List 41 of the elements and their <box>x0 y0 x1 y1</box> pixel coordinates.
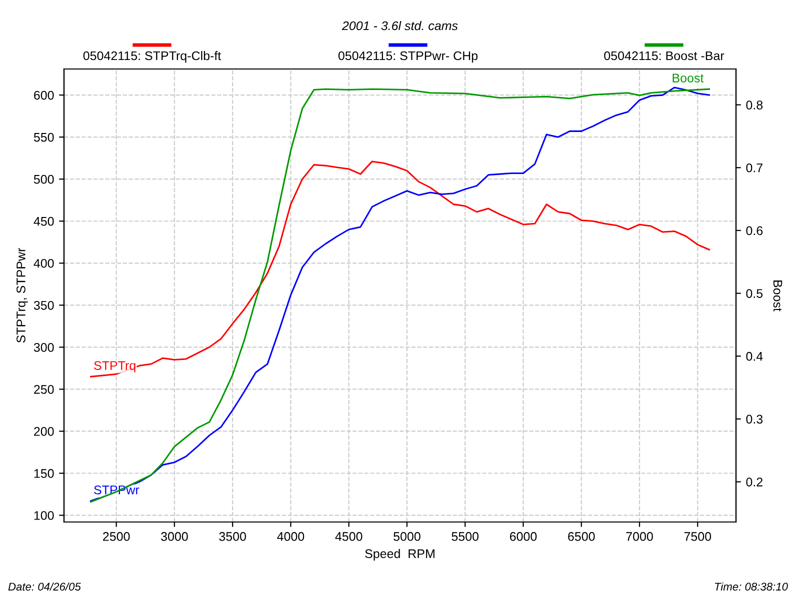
y-tick-label: 250 <box>34 385 54 394</box>
x-tick-label: 5000 <box>394 532 420 541</box>
y-tick-label: 350 <box>34 300 54 310</box>
text: Time: 08:38:10 <box>714 582 788 591</box>
y-tick-label: 200 <box>34 427 54 436</box>
y2-tick-label: 0.3 <box>746 414 763 424</box>
y-tick-label: 400 <box>34 258 54 268</box>
x-tick-label: 2500 <box>103 532 130 541</box>
line-series <box>90 160 710 378</box>
y-tick-label: 300 <box>34 342 54 352</box>
y2-tick-label: 0.2 <box>746 478 762 486</box>
x-tick-label: 6500 <box>568 532 595 541</box>
legend-label: 05042115: STPPwr- CHp <box>338 51 478 63</box>
y-tick-label: 550 <box>34 132 54 142</box>
x-tick-label: 6000 <box>510 532 537 541</box>
y-tick-label: 150 <box>34 469 54 478</box>
x-tick-label: 7000 <box>626 532 653 541</box>
x-axis-title: Speed RPM <box>365 548 434 561</box>
x-tick-label: 3500 <box>219 532 246 541</box>
x-tick-label: 5500 <box>452 532 479 541</box>
x-tick-label: 4000 <box>277 532 304 541</box>
y-tick-label: 450 <box>34 216 54 226</box>
x-tick-label: 4500 <box>335 532 362 541</box>
annotation: Boost <box>672 74 704 82</box>
y2-axis-title: Boost <box>773 280 782 312</box>
y2-tick-label: 0.7 <box>746 163 762 172</box>
y-tick-label: 600 <box>34 90 54 100</box>
text: Date: 04/26/05 <box>8 582 81 591</box>
y2-tick-label: 0.8 <box>746 100 763 110</box>
y-tick-label: 100 <box>34 511 54 520</box>
legend-label: 05042115: Boost -Bar <box>604 51 724 60</box>
y-axis-title: STPTrq, STPPwr <box>16 248 28 343</box>
x-tick-label: 3000 <box>161 532 188 541</box>
legend-label: 05042115: STPTrq-Clb-ft <box>83 51 222 63</box>
y2-tick-label: 0.6 <box>746 226 763 236</box>
chart-subtitle: 2001 - 3.6l std. cams <box>342 21 458 30</box>
x-tick-label: 7500 <box>684 532 712 541</box>
y-tick-label: 500 <box>34 174 54 184</box>
annotation: STPTrq <box>94 361 136 372</box>
y2-tick-label: 0.5 <box>746 289 763 298</box>
y2-tick-label: 0.4 <box>746 352 763 361</box>
